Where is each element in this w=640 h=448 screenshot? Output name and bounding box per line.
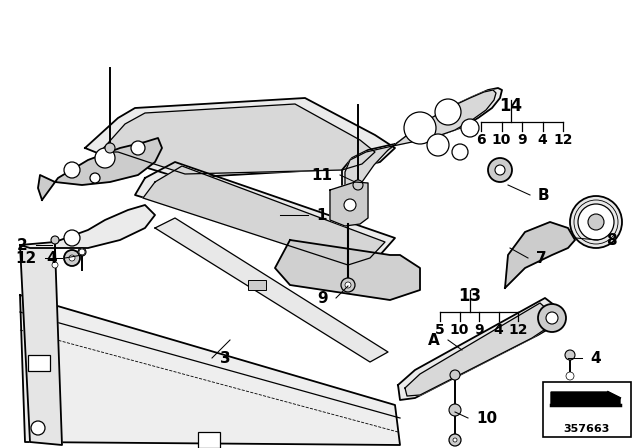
Polygon shape [155,218,388,362]
Circle shape [341,278,355,292]
Text: 10: 10 [450,323,469,337]
Polygon shape [20,205,155,248]
Polygon shape [505,222,575,288]
Polygon shape [85,98,395,178]
Polygon shape [405,303,550,396]
Text: 12: 12 [508,323,528,337]
Text: 1: 1 [316,207,326,223]
Circle shape [52,262,58,268]
Polygon shape [330,182,368,226]
Circle shape [449,434,461,446]
Polygon shape [38,138,162,200]
Circle shape [538,304,566,332]
Circle shape [453,438,457,442]
Circle shape [570,196,622,248]
Bar [543,382,631,437]
Circle shape [449,404,461,416]
Text: 5: 5 [435,323,445,337]
Text: 11: 11 [311,168,332,182]
Circle shape [95,148,115,168]
Polygon shape [551,392,620,405]
Polygon shape [345,90,496,200]
Text: 4: 4 [46,250,57,266]
Text: 10: 10 [476,410,497,426]
Text: 2: 2 [17,237,28,253]
Circle shape [461,119,479,137]
Text: 9: 9 [474,323,484,337]
Bar [248,280,266,290]
Text: 4: 4 [493,323,504,337]
Circle shape [131,141,145,155]
Circle shape [450,370,460,380]
Text: 357663: 357663 [564,424,610,434]
Text: 12: 12 [16,250,37,266]
Text: 9: 9 [317,290,328,306]
Circle shape [79,249,85,255]
Polygon shape [342,88,502,205]
Circle shape [404,112,436,144]
Circle shape [578,204,614,240]
Text: 3: 3 [220,350,230,366]
Circle shape [435,99,461,125]
Text: 12: 12 [553,133,573,147]
Polygon shape [143,166,385,265]
Circle shape [69,255,75,261]
Circle shape [78,248,86,256]
Circle shape [565,350,575,360]
Text: 6: 6 [476,133,486,147]
Bar [198,432,220,448]
Circle shape [588,214,604,230]
Circle shape [64,230,80,246]
Polygon shape [275,240,420,300]
Circle shape [566,372,574,380]
Circle shape [90,173,100,183]
Text: 8: 8 [606,233,616,247]
Text: 4: 4 [538,133,547,147]
Circle shape [353,180,363,190]
Circle shape [51,236,59,244]
Circle shape [488,158,512,182]
Circle shape [64,250,80,266]
Circle shape [344,199,356,211]
Text: 14: 14 [499,97,523,115]
Text: 13: 13 [458,287,481,305]
Text: 4: 4 [590,350,600,366]
Polygon shape [20,245,62,445]
Text: 9: 9 [517,133,527,147]
Circle shape [427,134,449,156]
Circle shape [546,312,558,324]
Circle shape [452,144,468,160]
Circle shape [495,165,505,175]
Bar [28,355,50,371]
Polygon shape [20,295,400,445]
Circle shape [105,143,115,153]
Polygon shape [135,162,395,262]
Text: B: B [538,188,550,202]
Text: 7: 7 [536,250,547,266]
Text: A: A [428,332,440,348]
Circle shape [345,282,351,288]
Polygon shape [100,104,375,174]
Circle shape [64,162,80,178]
Polygon shape [398,298,558,400]
Text: 10: 10 [492,133,511,147]
Circle shape [31,421,45,435]
